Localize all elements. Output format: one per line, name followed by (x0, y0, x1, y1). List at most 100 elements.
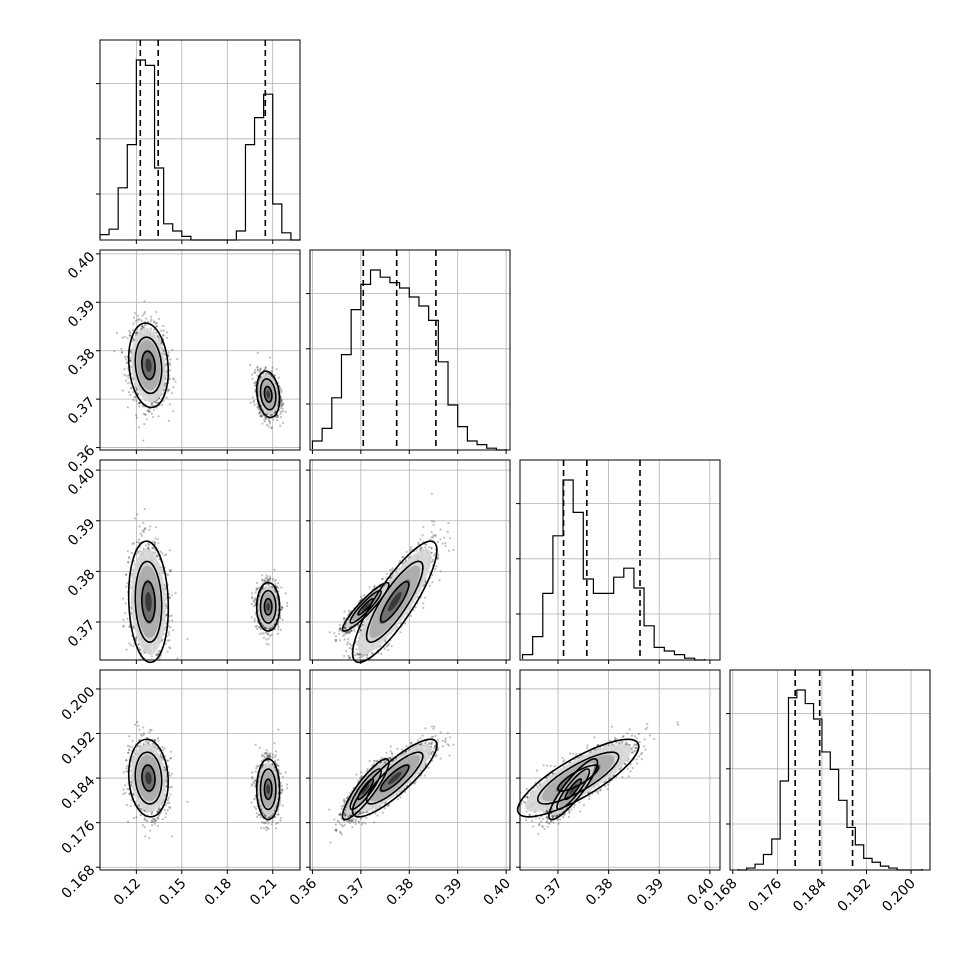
scatter-point (169, 403, 172, 406)
scatter-point (161, 571, 165, 575)
scatter-point (133, 396, 136, 399)
scatter-point (134, 320, 137, 323)
scatter-point (157, 317, 160, 320)
scatter-point (262, 636, 266, 640)
scatter-point (132, 322, 135, 325)
scatter-point (165, 331, 168, 334)
scatter-point (186, 637, 189, 641)
scatter-point (170, 594, 173, 597)
scatter-point (261, 422, 264, 425)
scatter-point (127, 561, 130, 564)
scatter-point (162, 388, 165, 391)
scatter-point (268, 419, 271, 423)
scatter-point (267, 425, 270, 428)
scatter-point (143, 312, 146, 315)
scatter-point (121, 389, 124, 392)
scatter-point (271, 366, 274, 369)
scatter-point (169, 626, 172, 629)
scatter-point (121, 336, 124, 339)
scatter-point (268, 422, 272, 425)
scatter-point (139, 318, 142, 321)
scatter-point (136, 314, 139, 317)
scatter-point (155, 322, 158, 325)
scatter-point (155, 401, 158, 404)
scatter-point (129, 393, 132, 396)
scatter-point (152, 408, 156, 411)
scatter-point (128, 556, 131, 559)
scatter-point (152, 415, 155, 418)
scatter-point (161, 552, 164, 555)
scatter-point (277, 625, 280, 629)
scatter-point (255, 581, 259, 585)
scatter-point (149, 525, 152, 528)
scatter-point (120, 347, 123, 351)
scatter-point (251, 597, 254, 600)
scatter-point (144, 544, 147, 547)
scatter-point (256, 406, 259, 409)
scatter-point (150, 412, 153, 415)
scatter-point (174, 380, 177, 383)
scatter-point (263, 418, 266, 421)
scatter-point (286, 604, 289, 608)
scatter-point (135, 416, 138, 419)
scatter-point (128, 625, 131, 629)
scatter-point (162, 329, 165, 332)
scatter-point (251, 373, 254, 376)
scatter-point (124, 602, 127, 605)
scatter-point (168, 363, 172, 366)
scatter-point (157, 542, 160, 545)
scatter-point (172, 410, 175, 413)
scatter-point (153, 321, 156, 324)
scatter-point (169, 369, 172, 372)
scatter-point (254, 368, 257, 372)
scatter-point (126, 337, 129, 340)
scatter-point (272, 418, 275, 421)
scatter-point (132, 399, 135, 402)
scatter-point (174, 592, 177, 595)
scatter-point (266, 423, 269, 426)
scatter-point (256, 374, 259, 377)
scatter-point (134, 331, 138, 334)
scatter-point (143, 413, 147, 416)
scatter-point (280, 404, 283, 407)
scatter-point (138, 525, 141, 528)
scatter-point (130, 551, 133, 555)
scatter-point (256, 627, 259, 631)
scatter-point (150, 655, 153, 658)
scatter-point (123, 373, 126, 376)
scatter-point (160, 329, 163, 332)
scatter-point (147, 409, 150, 412)
scatter-point (152, 320, 155, 323)
scatter-point (131, 542, 134, 546)
scatter-point (172, 377, 175, 380)
scatter-point (138, 401, 141, 404)
scatter-point (113, 350, 116, 353)
scatter-point (149, 320, 153, 323)
scatter-point (162, 324, 165, 328)
scatter-point (126, 582, 129, 585)
scatter-point (126, 406, 129, 409)
scatter-point (135, 414, 138, 417)
scatter-point (137, 643, 140, 646)
scatter-point (286, 601, 289, 605)
scatter-point (155, 310, 158, 314)
scatter-point (115, 331, 118, 335)
scatter-point (273, 568, 276, 572)
scatter-point (122, 597, 125, 600)
scatter-point (138, 401, 141, 404)
scatter-point (139, 532, 142, 536)
scatter-point (139, 550, 142, 553)
scatter-point (166, 390, 170, 393)
scatter-point (122, 618, 125, 621)
scatter-point (165, 573, 169, 576)
scatter-point (166, 650, 169, 653)
scatter-point (146, 320, 150, 323)
scatter-point (154, 526, 158, 529)
scatter-point (129, 644, 132, 647)
scatter-point (259, 412, 263, 415)
scatter-point (171, 348, 174, 351)
scatter-point (259, 368, 262, 371)
scatter-point (267, 643, 270, 646)
scatter-point (169, 358, 172, 361)
